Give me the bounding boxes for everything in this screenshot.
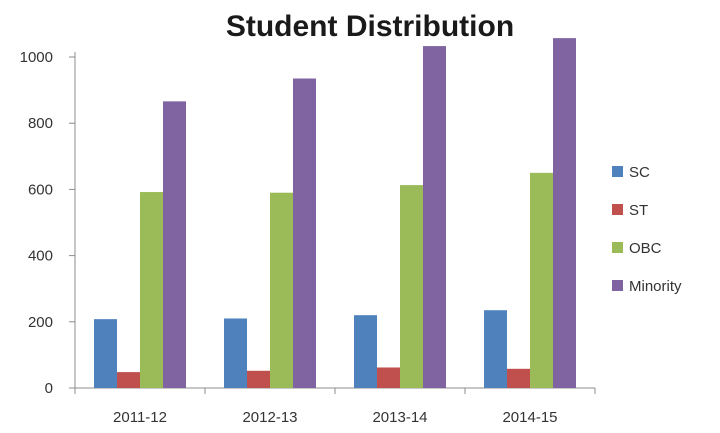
- chart-title: Student Distribution: [225, 10, 515, 43]
- bar-sc-2014-15: [484, 310, 507, 388]
- legend-swatch-obc: [612, 242, 623, 253]
- bar-st-2014-15: [507, 368, 530, 388]
- y-tick-label: 800: [28, 115, 53, 132]
- y-tick-label: 600: [28, 181, 53, 198]
- legend-label-minority: Minority: [629, 278, 682, 295]
- x-tick-label: 2013-14: [372, 409, 427, 426]
- bar-sc-2013-14: [354, 315, 377, 388]
- bar-sc-2012-13: [224, 318, 247, 388]
- y-tick-label: 200: [28, 314, 53, 331]
- bar-st-2012-13: [247, 370, 270, 388]
- x-tick-label: 2012-13: [242, 409, 297, 426]
- bar-minority-2011-12: [163, 101, 186, 388]
- x-tick-label: 2014-15: [502, 409, 557, 426]
- y-tick-label: 400: [28, 248, 53, 265]
- legend-label-st: ST: [629, 202, 648, 219]
- y-tick-label: 1000: [20, 49, 53, 66]
- bar-minority-2012-13: [293, 78, 316, 388]
- legend-swatch-st: [612, 204, 623, 215]
- x-tick-label: 2011-12: [113, 409, 167, 426]
- bar-st-2013-14: [377, 367, 400, 388]
- bar-obc-2014-15: [530, 172, 553, 388]
- bar-minority-2014-15: [553, 38, 576, 389]
- bar-obc-2011-12: [140, 192, 163, 388]
- legend-label-sc: SC: [629, 164, 650, 181]
- bar-obc-2013-14: [400, 185, 423, 388]
- bar-minority-2013-14: [423, 46, 446, 389]
- bar-obc-2012-13: [270, 192, 293, 388]
- legend-swatch-minority: [612, 280, 623, 291]
- legend-label-obc: OBC: [629, 240, 662, 257]
- y-tick-label: 0: [45, 380, 53, 397]
- bar-sc-2011-12: [94, 319, 117, 388]
- legend-swatch-sc: [612, 166, 623, 177]
- bar-st-2011-12: [117, 372, 140, 388]
